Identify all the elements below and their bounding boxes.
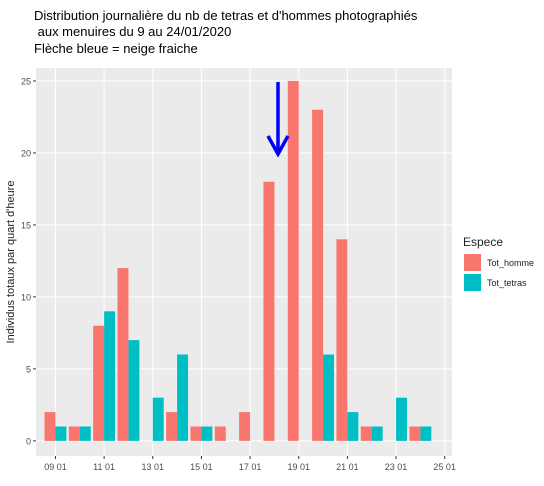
bar	[201, 426, 213, 441]
y-tick-label: 5	[26, 364, 31, 374]
x-tick-label: 19 01	[287, 462, 310, 472]
bar	[420, 426, 432, 441]
bar	[177, 354, 189, 441]
x-tick-label: 15 01	[190, 462, 213, 472]
y-axis-title: Individus totaux par quart d'heure	[5, 181, 17, 344]
legend-title: Espece	[463, 235, 503, 249]
y-tick-label: 25	[21, 76, 31, 86]
legend-swatch	[464, 254, 481, 271]
x-tick-label: 23 01	[385, 462, 408, 472]
x-tick-label: 21 01	[336, 462, 359, 472]
y-tick-label: 15	[21, 220, 31, 230]
bar	[263, 181, 275, 441]
bar	[323, 354, 335, 441]
chart-title: aux menuires du 9 au 24/01/2020	[34, 24, 231, 39]
bar	[152, 397, 164, 441]
bar	[336, 239, 348, 441]
bar	[347, 412, 359, 441]
bar	[68, 426, 80, 441]
x-tick-label: 13 01	[142, 462, 165, 472]
x-tick-label: 17 01	[239, 462, 262, 472]
bar	[287, 80, 299, 441]
bar	[104, 311, 116, 441]
bar	[44, 412, 56, 441]
bar	[93, 325, 105, 441]
x-tick-label: 11 01	[93, 462, 115, 472]
y-tick-label: 20	[21, 148, 31, 158]
bar	[79, 426, 91, 441]
annotation: Flèche bleue = neige fraiche	[34, 41, 198, 56]
bars	[44, 80, 432, 441]
bar	[239, 412, 251, 441]
legend-label: Tot_tetras	[487, 278, 527, 288]
bar	[371, 426, 383, 441]
legend: Tot_homme Tot_tetras	[464, 254, 534, 291]
chart-title: Distribution journalière du nb de tetras…	[34, 8, 418, 23]
bar	[190, 426, 202, 441]
bar	[360, 426, 372, 441]
legend-label: Tot_homme	[487, 258, 534, 268]
grid	[36, 68, 452, 456]
bar	[128, 340, 140, 441]
snow-arrow	[266, 82, 290, 158]
x-tick-label: 25 01	[433, 462, 456, 472]
y-tick-label: 10	[21, 292, 31, 302]
bar	[166, 412, 178, 441]
bar	[117, 268, 129, 441]
bar	[214, 426, 226, 441]
legend-swatch	[464, 274, 481, 291]
y-tick-label: 0	[26, 436, 31, 446]
bar	[409, 426, 421, 441]
x-tick-label: 09 01	[44, 462, 67, 472]
bar	[312, 109, 324, 441]
bar	[396, 397, 407, 441]
bar	[55, 426, 67, 441]
